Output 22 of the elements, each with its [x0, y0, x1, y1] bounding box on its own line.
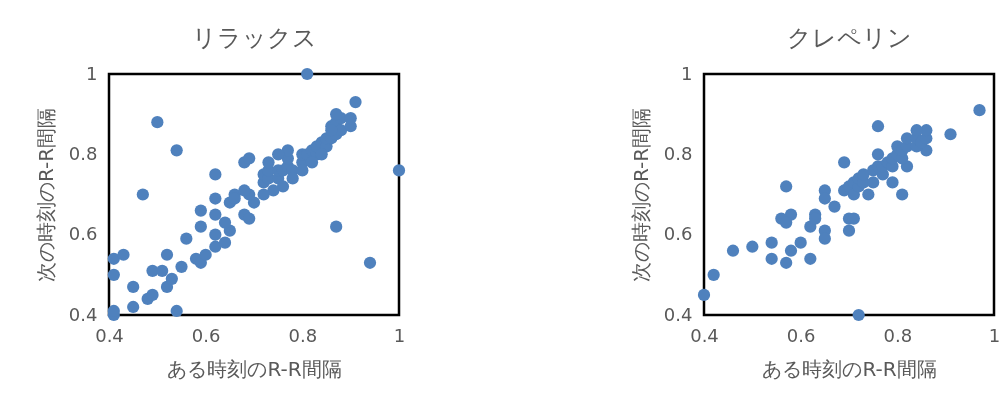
y-tick-label: 1: [86, 62, 98, 84]
x-axis-title: ある時刻のR-R間隔: [167, 356, 342, 381]
y-axis-title: 次の時刻のR-R間隔: [628, 107, 653, 283]
y-tick-label: 0.4: [663, 303, 693, 325]
x-tick-label: 0.6: [191, 324, 221, 346]
y-tick-label: 0.6: [663, 223, 693, 245]
x-tick-label: 0.8: [883, 324, 913, 346]
chart-title: リラックス: [191, 24, 317, 52]
x-tick-label: 0.4: [690, 324, 719, 346]
x-tick-label: 0.4: [95, 324, 124, 346]
chart-title: クレペリン: [786, 24, 912, 52]
y-tick-label: 0.8: [663, 142, 693, 164]
x-tick-label: 1: [393, 324, 406, 346]
x-tick-label: 1: [988, 324, 1001, 346]
y-tick-label: 0.6: [68, 223, 98, 245]
x-tick-label: 0.8: [288, 324, 318, 346]
y-tick-label: 1: [681, 62, 693, 84]
x-axis-title: ある時刻のR-R間隔: [762, 356, 937, 381]
y-tick-label: 0.4: [68, 303, 98, 325]
y-axis-title: 次の時刻のR-R間隔: [33, 107, 58, 283]
x-tick-label: 0.6: [786, 324, 816, 346]
y-tick-label: 0.8: [68, 142, 98, 164]
